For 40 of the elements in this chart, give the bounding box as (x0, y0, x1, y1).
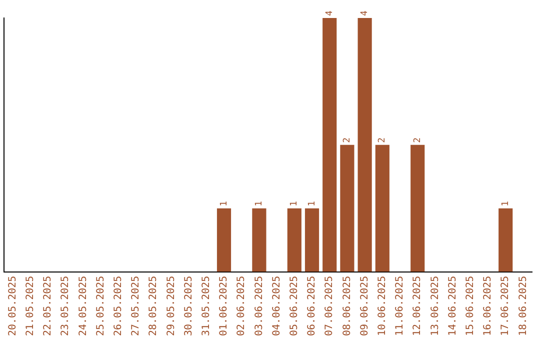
data-label: 1 (219, 200, 230, 206)
x-tick-label: 26.05.2025 (112, 276, 124, 336)
x-tick-label: 03.06.2025 (254, 276, 265, 336)
x-tick-label: 09.06.2025 (359, 276, 370, 336)
x-tick-label: 25.05.2025 (95, 276, 106, 336)
x-tick-label: 04.06.2025 (271, 276, 282, 336)
x-tick-label: 10.06.2025 (376, 276, 388, 336)
x-tick-label: 02.06.2025 (236, 276, 248, 336)
data-label: 1 (307, 200, 318, 206)
x-tick-label: 21.05.2025 (24, 276, 36, 336)
data-label: 2 (342, 137, 353, 143)
x-tick-label: 24.05.2025 (78, 276, 89, 336)
x-tick-label: 28.05.2025 (148, 276, 160, 336)
x-tick-label: 31.05.2025 (200, 276, 212, 336)
data-label: 1 (290, 200, 300, 206)
x-tick-label: 17.06.2025 (500, 276, 512, 336)
x-tick-label: 05.06.2025 (288, 276, 300, 336)
x-tick-label: 14.06.2025 (447, 276, 458, 336)
x-tick-label: 06.06.2025 (306, 276, 318, 336)
x-tick-label: 18.06.2025 (518, 276, 529, 336)
x-tick-label: 15.06.2025 (464, 276, 476, 336)
x-tick-label: 16.06.2025 (482, 276, 494, 336)
x-tick-label: 20.05.2025 (7, 276, 18, 336)
data-label: 4 (324, 10, 335, 16)
data-label: 4 (360, 10, 370, 16)
x-tick-label: 22.05.2025 (42, 276, 54, 336)
data-label: 1 (500, 200, 511, 206)
x-tick-label: 07.06.2025 (324, 276, 336, 336)
data-label: 2 (412, 137, 423, 143)
data-label: 2 (378, 137, 388, 143)
x-tick-label: 11.06.2025 (394, 276, 406, 336)
x-tick-label: 08.06.2025 (342, 276, 353, 336)
x-tick-label: 13.06.2025 (430, 276, 441, 336)
x-tick-label: 01.06.2025 (218, 276, 230, 336)
x-tick-label: 30.05.2025 (183, 276, 194, 336)
data-label: 1 (254, 200, 265, 206)
x-tick-label: 27.05.2025 (130, 276, 142, 336)
x-tick-label: 29.05.2025 (166, 276, 177, 336)
x-tick-label: 23.05.2025 (60, 276, 72, 336)
x-tick-label: 12.06.2025 (412, 276, 424, 336)
